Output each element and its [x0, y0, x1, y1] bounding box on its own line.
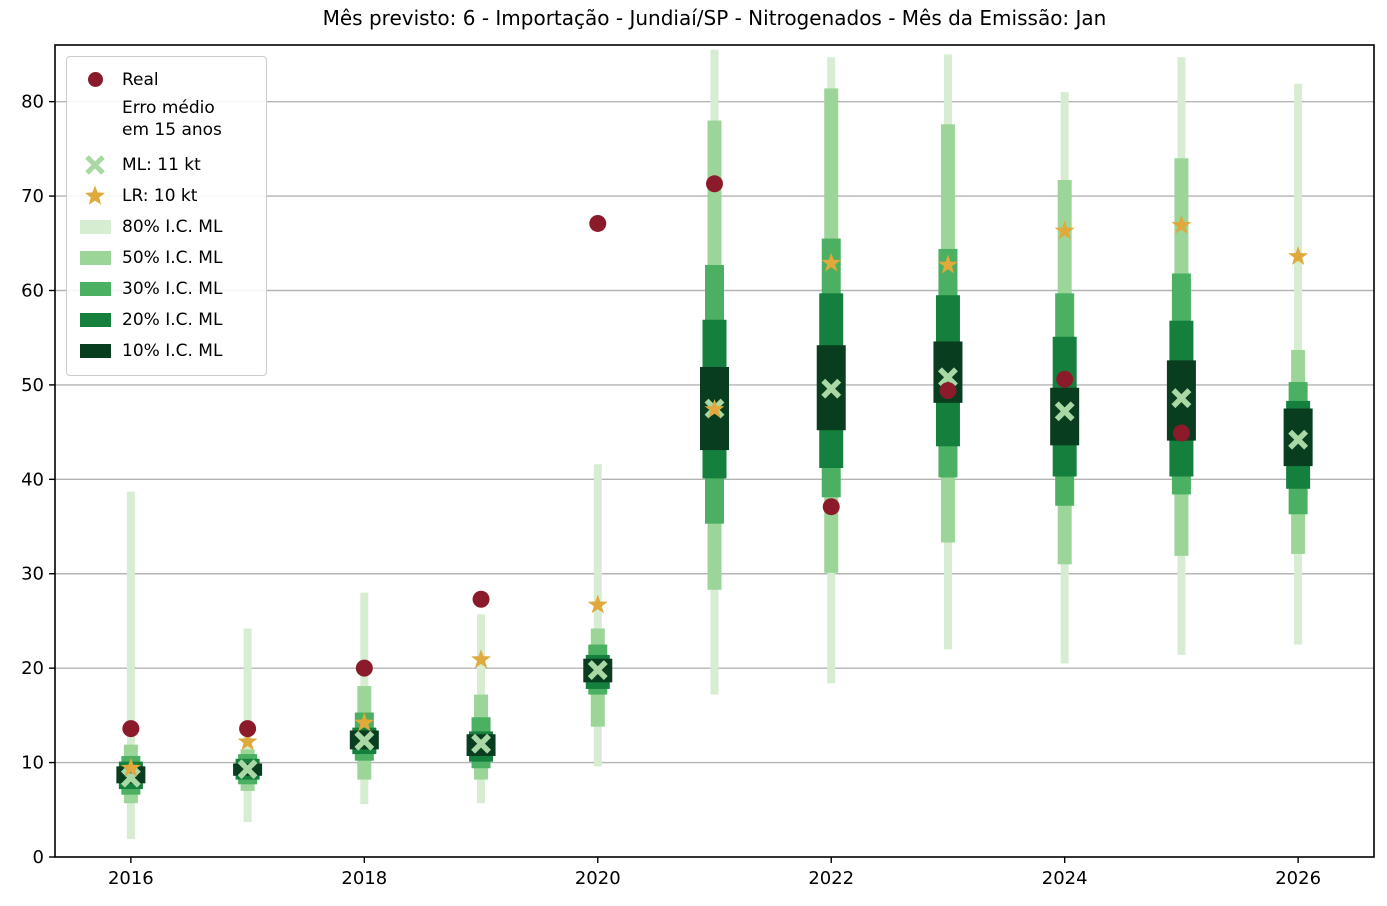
lr-marker-2025 — [1171, 214, 1192, 234]
ml-marker-2025 — [1171, 388, 1192, 409]
legend-ic80-label: 80% I.C. ML — [122, 216, 223, 237]
ic80-band-2016 — [126, 491, 135, 840]
ml-marker-2024 — [1054, 401, 1075, 422]
ic10-band-2024 — [1050, 387, 1080, 446]
chart-title: Mês previsto: 6 - Importação - Jundiaí/S… — [322, 6, 1107, 30]
y-tick-label: 10 — [21, 753, 44, 774]
legend-item-ic80: 80% I.C. ML — [77, 211, 256, 242]
legend-item-ic50: 50% I.C. ML — [77, 242, 256, 273]
real-marker-2023 — [939, 382, 957, 400]
ml-marker-2020 — [587, 660, 608, 680]
legend-item-ic10: 10% I.C. ML — [77, 335, 256, 366]
lr-star-icon — [77, 184, 113, 208]
y-tick-label: 60 — [21, 280, 44, 301]
y-tick-label: 50 — [21, 375, 44, 396]
lr-marker-2017 — [237, 731, 258, 751]
x-tick-label: 2022 — [808, 868, 854, 889]
ic30-swatch-icon — [77, 281, 113, 296]
lr-marker-2021 — [704, 399, 725, 418]
lr-marker-2019 — [471, 649, 491, 669]
real-marker-2017 — [239, 720, 257, 738]
real-marker-2019 — [472, 590, 490, 608]
real-marker-2020 — [589, 214, 607, 232]
x-tick-label: 2018 — [341, 868, 387, 889]
legend: Real Erro médio em 15 anos ML: 11 kt — [66, 56, 267, 376]
ml-marker-2023 — [938, 367, 958, 388]
legend-lr-label: LR: 10 kt — [122, 185, 198, 206]
lr-marker-2020 — [587, 594, 608, 614]
legend-item-error: Erro médio em 15 anos — [77, 95, 256, 149]
x-tick-label: 2016 — [108, 868, 154, 889]
lr-marker-2016 — [120, 757, 141, 777]
legend-item-ml: ML: 11 kt — [77, 149, 256, 180]
ml-x-icon — [77, 154, 113, 176]
legend-ic20-label: 20% I.C. ML — [122, 309, 223, 330]
lr-marker-2018 — [354, 712, 375, 732]
legend-error-label: Erro médio em 15 anos — [122, 98, 222, 141]
ic20-swatch-icon — [77, 312, 113, 327]
legend-item-ic30: 30% I.C. ML — [77, 273, 256, 304]
ic80-band-2020 — [593, 464, 602, 767]
real-marker-2025 — [1172, 424, 1190, 442]
plot-frame — [54, 44, 1375, 858]
y-tick-label: 40 — [21, 469, 44, 490]
x-tick-label: 2020 — [575, 868, 621, 889]
lr-marker-2024 — [1054, 220, 1075, 240]
ic10-swatch-icon — [77, 343, 113, 358]
ic80-swatch-icon — [77, 219, 113, 234]
legend-item-lr: LR: 10 kt — [77, 180, 256, 211]
ml-marker-2026 — [1288, 429, 1309, 450]
x-tick-label: 2024 — [1042, 868, 1088, 889]
y-tick-label: 70 — [21, 186, 44, 207]
legend-ic30-label: 30% I.C. ML — [122, 278, 223, 299]
ml-marker-2018 — [354, 730, 375, 751]
legend-item-ic20: 20% I.C. ML — [77, 304, 256, 335]
y-tick-label: 0 — [33, 847, 44, 868]
y-tick-label: 20 — [21, 658, 44, 679]
ml-marker-2016 — [120, 767, 141, 788]
ic50-swatch-icon — [77, 250, 113, 265]
real-marker-2024 — [1056, 370, 1074, 388]
legend-ic50-label: 50% I.C. ML — [122, 247, 223, 268]
real-marker-2022 — [822, 498, 840, 516]
ml-marker-2022 — [821, 378, 842, 399]
legend-real-label: Real — [122, 69, 159, 90]
real-marker-2016 — [122, 720, 140, 738]
ml-marker-2017 — [237, 759, 258, 780]
y-tick-label: 30 — [21, 564, 44, 585]
legend-ic10-label: 10% I.C. ML — [122, 340, 223, 361]
lr-marker-2023 — [938, 254, 958, 274]
real-marker-2021 — [706, 175, 723, 193]
y-tick-label: 80 — [21, 92, 44, 113]
lr-marker-2022 — [821, 252, 842, 272]
legend-item-real: Real — [77, 64, 256, 95]
real-marker-icon — [77, 72, 113, 87]
x-tick-label: 2026 — [1275, 868, 1321, 889]
legend-ml-label: ML: 11 kt — [122, 154, 201, 175]
ml-marker-2019 — [471, 733, 491, 754]
lr-marker-2026 — [1288, 246, 1309, 265]
real-marker-2018 — [355, 659, 373, 677]
